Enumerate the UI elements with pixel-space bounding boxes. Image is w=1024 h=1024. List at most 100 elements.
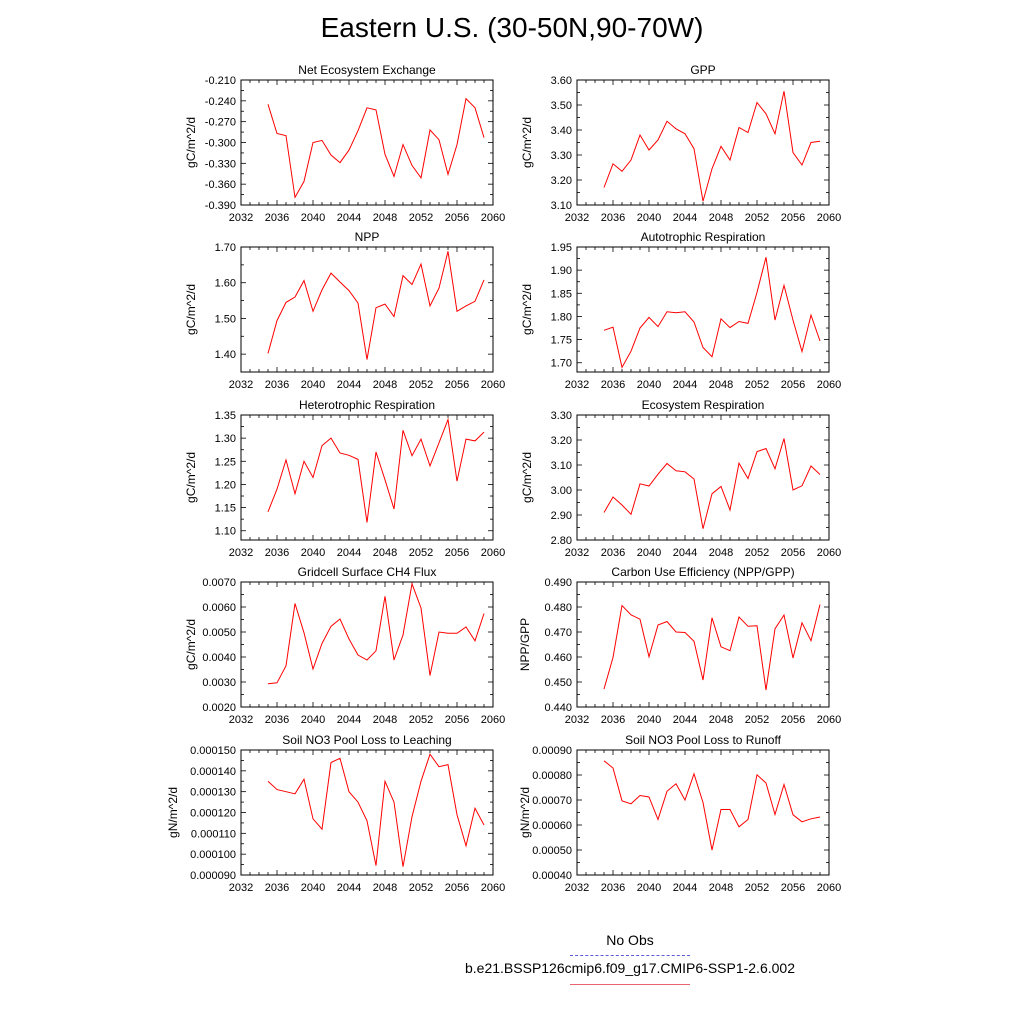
x-tick-label: 2032 xyxy=(229,714,253,726)
y-tick-label: -0.240 xyxy=(205,96,236,108)
x-tick-label: 2056 xyxy=(445,714,469,726)
x-tick-label: 2052 xyxy=(745,212,769,224)
y-tick-label: -0.210 xyxy=(205,75,236,87)
chart-panel-3: NPP 2032 2036 2040 2044 2048 2052 2056 2060 1.70 1… xyxy=(184,230,505,391)
y-tick-label: 0.470 xyxy=(544,627,572,639)
legend-label-model-run: b.e21.BSSP126cmip6.f09_g17.CMIP6-SSP1-2.… xyxy=(465,960,795,976)
y-tick-label: -0.390 xyxy=(205,200,236,212)
x-tick-label: 2060 xyxy=(817,379,841,391)
x-tick-label: 2048 xyxy=(373,379,397,391)
chart-panel-9: Soil NO3 Pool Loss to Leaching 2032 2036 20… xyxy=(166,733,505,894)
x-tick-label: 2056 xyxy=(781,212,805,224)
y-tick-label: 0.000140 xyxy=(190,766,236,778)
y-axis-label: gC/m^2/d xyxy=(520,117,534,168)
y-tick-label: 3.40 xyxy=(551,125,572,137)
plot-frame xyxy=(240,749,494,876)
y-tick-label: 0.000090 xyxy=(190,870,236,882)
y-tick-label: 0.490 xyxy=(544,577,572,589)
y-tick-label: 1.75 xyxy=(551,335,572,347)
x-tick-label: 2040 xyxy=(301,379,325,391)
panel-title: Autotrophic Respiration xyxy=(641,230,766,244)
y-tick-label: -0.360 xyxy=(205,179,236,191)
x-tick-label: 2056 xyxy=(781,714,805,726)
panel-title: NPP xyxy=(355,230,380,244)
y-tick-label: 0.0030 xyxy=(202,677,236,689)
x-tick-label: 2060 xyxy=(817,212,841,224)
y-tick-label: 1.25 xyxy=(215,456,236,468)
x-tick-label: 2056 xyxy=(445,882,469,894)
x-tick-label: 2040 xyxy=(637,714,661,726)
y-tick-label: 0.0050 xyxy=(202,627,236,639)
y-tick-label: 0.000150 xyxy=(190,745,236,757)
x-tick-label: 2048 xyxy=(373,882,397,894)
chart-panel-7: Gridcell Surface CH4 Flux 2032 2036 2040 204… xyxy=(184,565,505,726)
y-tick-label: 3.30 xyxy=(551,410,572,422)
x-tick-label: 2056 xyxy=(445,547,469,559)
y-tick-label: 0.480 xyxy=(544,602,572,614)
x-tick-label: 2036 xyxy=(601,714,625,726)
x-tick-label: 2052 xyxy=(409,379,433,391)
y-tick-label: 0.000120 xyxy=(190,808,236,820)
y-tick-label: 0.0060 xyxy=(202,602,236,614)
x-tick-label: 2032 xyxy=(565,547,589,559)
x-tick-label: 2032 xyxy=(229,882,253,894)
y-tick-label: 1.20 xyxy=(215,479,236,491)
legend-label-no-obs: No Obs xyxy=(606,932,654,948)
chart-panel-10: Soil NO3 Pool Loss to Runoff 2032 2036 2040… xyxy=(518,733,841,894)
y-tick-label: 1.95 xyxy=(551,242,572,254)
y-tick-label: 1.85 xyxy=(551,288,572,300)
series-line xyxy=(603,604,821,691)
x-tick-label: 2036 xyxy=(265,547,289,559)
x-tick-label: 2040 xyxy=(637,379,661,391)
x-tick-label: 2036 xyxy=(265,882,289,894)
y-tick-label: 1.90 xyxy=(551,265,572,277)
y-tick-label: -0.300 xyxy=(205,138,236,150)
y-tick-label: 0.00060 xyxy=(532,820,572,832)
y-tick-label: 1.30 xyxy=(215,433,236,445)
x-tick-label: 2060 xyxy=(817,714,841,726)
y-axis-label: NPP/GPP xyxy=(518,618,532,671)
x-tick-label: 2052 xyxy=(409,212,433,224)
series-line xyxy=(267,753,485,867)
x-tick-label: 2052 xyxy=(745,714,769,726)
y-tick-label: 1.50 xyxy=(215,313,236,325)
plot-frame xyxy=(240,246,494,373)
y-tick-label: 3.30 xyxy=(551,150,572,162)
series-line xyxy=(267,581,485,685)
x-tick-label: 2044 xyxy=(337,882,361,894)
x-tick-label: 2032 xyxy=(565,212,589,224)
y-tick-label: 0.460 xyxy=(544,652,572,664)
legend-line-model-run xyxy=(570,984,690,985)
series-line xyxy=(603,438,821,529)
chart-panel-6: Ecosystem Respiration 2032 2036 2040 2044 204… xyxy=(520,398,841,559)
panel-title: Heterotrophic Respiration xyxy=(299,398,435,412)
x-tick-label: 2044 xyxy=(673,882,697,894)
y-tick-label: 1.35 xyxy=(215,410,236,422)
x-tick-label: 2060 xyxy=(481,714,505,726)
x-tick-label: 2040 xyxy=(301,714,325,726)
x-tick-label: 2052 xyxy=(745,882,769,894)
x-tick-label: 2036 xyxy=(601,379,625,391)
x-tick-label: 2040 xyxy=(637,547,661,559)
x-tick-label: 2032 xyxy=(229,547,253,559)
x-tick-label: 2056 xyxy=(445,212,469,224)
series-line xyxy=(267,417,485,523)
x-tick-label: 2056 xyxy=(445,379,469,391)
y-tick-label: 0.000110 xyxy=(191,828,236,840)
x-tick-label: 2048 xyxy=(373,714,397,726)
x-tick-label: 2060 xyxy=(481,882,505,894)
chart-panel-2: GPP 2032 2036 2040 2044 2048 2052 2056 2060 3.60 3… xyxy=(520,63,841,224)
chart-panel-5: Heterotrophic Respiration 2032 2036 2040 204… xyxy=(184,398,505,559)
x-tick-label: 2044 xyxy=(337,714,361,726)
x-tick-label: 2044 xyxy=(337,379,361,391)
x-tick-label: 2060 xyxy=(817,882,841,894)
x-tick-label: 2036 xyxy=(265,714,289,726)
x-tick-label: 2044 xyxy=(673,212,697,224)
x-tick-label: 2048 xyxy=(709,714,733,726)
x-tick-label: 2036 xyxy=(601,212,625,224)
y-axis-label: gC/m^2/d xyxy=(520,452,534,503)
x-tick-label: 2040 xyxy=(301,547,325,559)
y-tick-label: 3.10 xyxy=(551,200,572,212)
plot-frame xyxy=(240,79,494,206)
plot-frame xyxy=(576,246,830,373)
